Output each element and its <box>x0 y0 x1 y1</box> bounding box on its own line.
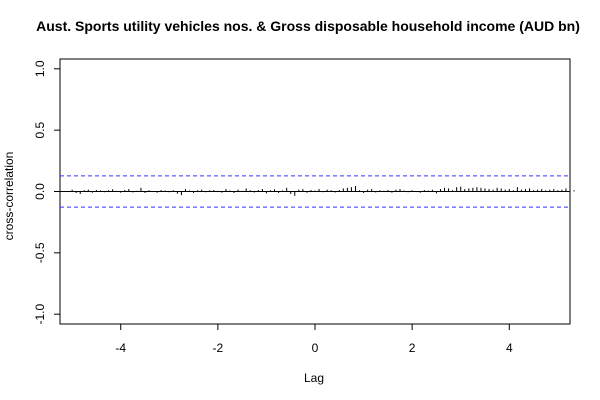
y-axis-label: cross-correlation <box>2 152 16 241</box>
y-tick-label: -1.0 <box>33 304 47 325</box>
x-axis: -4 -2 0 2 4 <box>115 323 513 355</box>
x-tick-label: 4 <box>506 341 513 355</box>
y-tick-label: 1.0 <box>33 60 47 77</box>
y-tick-label: 0.0 <box>33 183 47 200</box>
chart-title: Aust. Sports utility vehicles nos. & Gro… <box>36 18 580 34</box>
confidence-bounds <box>60 175 570 208</box>
x-axis-label: Lag <box>304 371 324 385</box>
ccf-bars <box>71 185 575 196</box>
x-tick-label: 2 <box>409 341 416 355</box>
y-axis: -1.0 -0.5 0.0 0.5 1.0 <box>33 60 60 325</box>
x-tick-label: -2 <box>213 341 224 355</box>
y-tick-label: 0.5 <box>33 121 47 138</box>
x-tick-label: 0 <box>312 341 319 355</box>
x-tick-label: -4 <box>115 341 126 355</box>
y-tick-label: -0.5 <box>33 242 47 263</box>
